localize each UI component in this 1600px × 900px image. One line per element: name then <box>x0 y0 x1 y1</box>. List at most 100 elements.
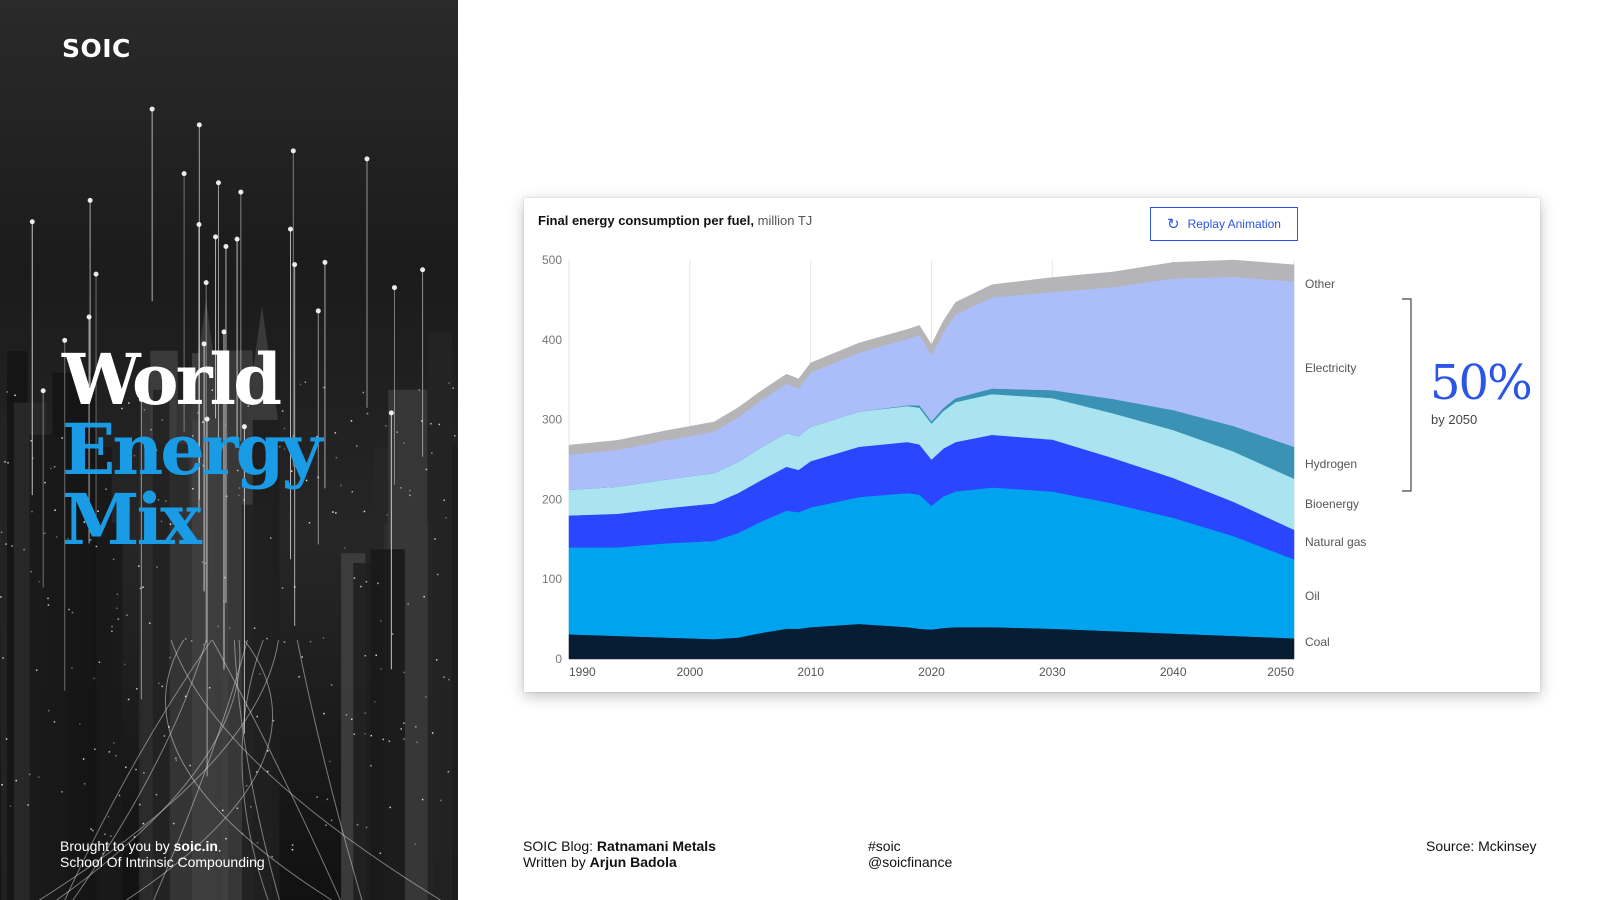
window-light <box>93 677 95 680</box>
window-light <box>55 536 58 538</box>
window-light <box>160 520 163 523</box>
window-light <box>211 389 214 391</box>
window-light <box>322 387 325 389</box>
window-light <box>382 738 385 741</box>
light-beam-tip <box>201 341 207 347</box>
window-light <box>121 407 123 410</box>
light-beam-tip <box>388 410 394 416</box>
y-tick-label: 200 <box>542 492 562 506</box>
window-light <box>403 738 405 740</box>
window-light <box>155 793 158 796</box>
window-light <box>292 435 295 437</box>
window-light <box>377 582 379 585</box>
window-light <box>37 776 40 778</box>
series-labels: Coal Oil Natural gas Bioenergy Hydrogen Elect… <box>1305 277 1366 649</box>
window-light <box>436 659 438 661</box>
window-light <box>335 456 338 459</box>
window-light <box>334 432 337 434</box>
footer-blog: SOIC Blog: Ratnamani Metals Written by A… <box>523 838 716 870</box>
window-light <box>344 547 346 549</box>
x-tick-label: 2010 <box>797 665 824 679</box>
window-light <box>139 587 142 590</box>
window-light <box>290 470 293 472</box>
window-light <box>157 499 160 501</box>
window-light <box>388 740 391 742</box>
window-light <box>221 809 224 812</box>
window-light <box>67 537 69 540</box>
window-light <box>365 826 368 829</box>
window-light <box>407 603 409 605</box>
hero-panel: SOIC World Energy Mix Brought to you by … <box>0 0 458 900</box>
window-light <box>225 837 227 840</box>
window-light <box>138 565 140 567</box>
window-light <box>72 436 74 439</box>
window-light <box>283 427 286 430</box>
credit-org: School Of Intrinsic Compounding <box>60 854 265 870</box>
headline: World Energy Mix <box>62 338 322 555</box>
footer-tags: #soic @soicfinance <box>868 838 952 870</box>
window-light <box>225 424 227 427</box>
window-light <box>228 627 231 629</box>
window-light <box>175 759 178 762</box>
light-trail <box>126 639 274 900</box>
window-light <box>142 586 144 588</box>
window-light <box>53 466 56 468</box>
window-light <box>169 523 172 525</box>
window-light <box>409 489 411 492</box>
callout-caption: by 2050 <box>1431 412 1477 427</box>
light-trail <box>56 639 241 900</box>
window-light <box>447 770 450 773</box>
callout-value: 50% <box>1430 355 1531 411</box>
window-light <box>9 805 12 807</box>
footer-tag-soicfinance: @soicfinance <box>868 854 953 870</box>
window-light <box>82 758 85 760</box>
window-light <box>7 462 9 464</box>
headline-line-1: World <box>62 338 282 421</box>
window-light <box>126 614 128 616</box>
light-trail <box>241 639 269 900</box>
replay-animation-button[interactable]: ↻ Replay Animation <box>1150 207 1298 241</box>
window-light <box>161 419 164 421</box>
window-light <box>128 402 130 404</box>
light-beam-tip <box>29 219 35 225</box>
skyline-light-beams <box>29 106 426 777</box>
window-light <box>71 667 73 669</box>
window-light <box>191 435 194 437</box>
window-light <box>136 688 138 690</box>
footer-tag-soic: #soic <box>868 838 901 854</box>
window-light <box>135 768 137 771</box>
window-light <box>356 445 358 447</box>
series-label-oil: Oil <box>1305 589 1320 603</box>
window-light <box>97 510 99 513</box>
y-tick-label: 500 <box>542 253 562 267</box>
skyline-light-trails <box>39 639 441 900</box>
credit-prefix: Brought to you by <box>60 838 174 854</box>
window-light <box>208 686 211 689</box>
light-trail <box>170 639 441 900</box>
window-light <box>68 608 70 611</box>
window-light <box>53 721 56 723</box>
window-light <box>133 836 136 838</box>
window-light <box>95 545 98 548</box>
window-light <box>5 543 7 545</box>
replay-animation-label: Replay Animation <box>1187 217 1281 231</box>
window-light <box>35 669 38 671</box>
window-light <box>440 799 442 802</box>
light-beam-tip <box>62 337 68 343</box>
window-light <box>149 622 151 624</box>
light-beam-tip <box>213 234 219 240</box>
window-light <box>308 522 311 524</box>
window-light <box>2 657 4 659</box>
window-light <box>293 586 296 588</box>
window-light <box>396 431 398 433</box>
window-light <box>345 714 348 716</box>
window-light <box>266 750 269 752</box>
window-light <box>71 611 74 614</box>
window-light <box>400 487 402 489</box>
window-light <box>272 448 275 451</box>
window-light <box>323 386 326 388</box>
window-light <box>266 770 269 773</box>
light-beam-tip <box>234 236 240 242</box>
window-light <box>169 656 171 659</box>
window-light <box>452 387 454 389</box>
